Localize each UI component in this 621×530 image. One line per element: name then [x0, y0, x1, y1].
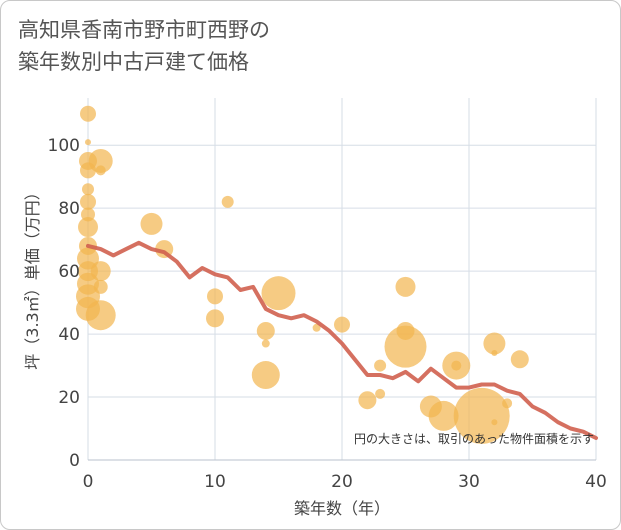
trend-line: [86, 240, 598, 440]
data-point: [88, 148, 113, 173]
data-point: [95, 165, 106, 176]
size-note: 円の大きさは、取引のあった物件面積を示す: [354, 431, 594, 446]
data-point: [93, 279, 108, 294]
data-point: [82, 183, 94, 196]
data-point: [358, 391, 377, 410]
data-point: [384, 325, 427, 368]
data-point: [207, 288, 223, 305]
y-axis-title: 坪（3.3㎡）単価（万円）: [23, 184, 42, 369]
x-tick-label: 40: [585, 472, 607, 492]
chart-title-line2: 築年数別中古戸建て価格: [18, 50, 249, 74]
data-point: [85, 300, 116, 331]
y-tick-label: 100: [48, 136, 80, 156]
data-point: [428, 400, 459, 431]
data-point: [334, 316, 350, 333]
data-point: [453, 387, 510, 444]
data-point: [206, 309, 224, 328]
y-tick-label: 0: [69, 451, 80, 471]
y-tick-label: 20: [58, 388, 80, 408]
x-tick-label: 0: [83, 472, 94, 492]
data-point: [510, 350, 529, 369]
data-point: [140, 212, 163, 235]
x-tick-label: 10: [204, 472, 226, 492]
data-point: [451, 360, 462, 371]
y-tick-label: 40: [58, 325, 80, 345]
data-point: [85, 139, 91, 146]
data-point: [78, 217, 98, 238]
data-point: [80, 105, 96, 122]
data-point: [221, 195, 234, 208]
data-point: [491, 349, 498, 356]
x-tick-label: 20: [331, 472, 353, 492]
y-tick-label: 80: [58, 199, 80, 219]
x-axis-title: 築年数（年）: [294, 499, 390, 518]
data-point: [483, 332, 506, 355]
data-point: [395, 276, 416, 297]
data-point: [261, 276, 296, 311]
data-point: [491, 419, 498, 426]
data-point: [256, 321, 275, 340]
data-point: [502, 398, 513, 409]
data-point: [251, 361, 280, 390]
data-point: [261, 339, 270, 348]
data-point: [375, 388, 386, 399]
data-point: [80, 193, 96, 210]
data-point: [312, 323, 321, 332]
data-point: [90, 261, 111, 282]
x-tick-label: 30: [458, 472, 480, 492]
data-point: [374, 359, 387, 372]
chart-title: 高知県香南市野市町西野の 築年数別中古戸建て価格: [18, 14, 270, 78]
y-tick-label: 60: [58, 262, 80, 282]
chart-title-line1: 高知県香南市野市町西野の: [18, 18, 270, 42]
